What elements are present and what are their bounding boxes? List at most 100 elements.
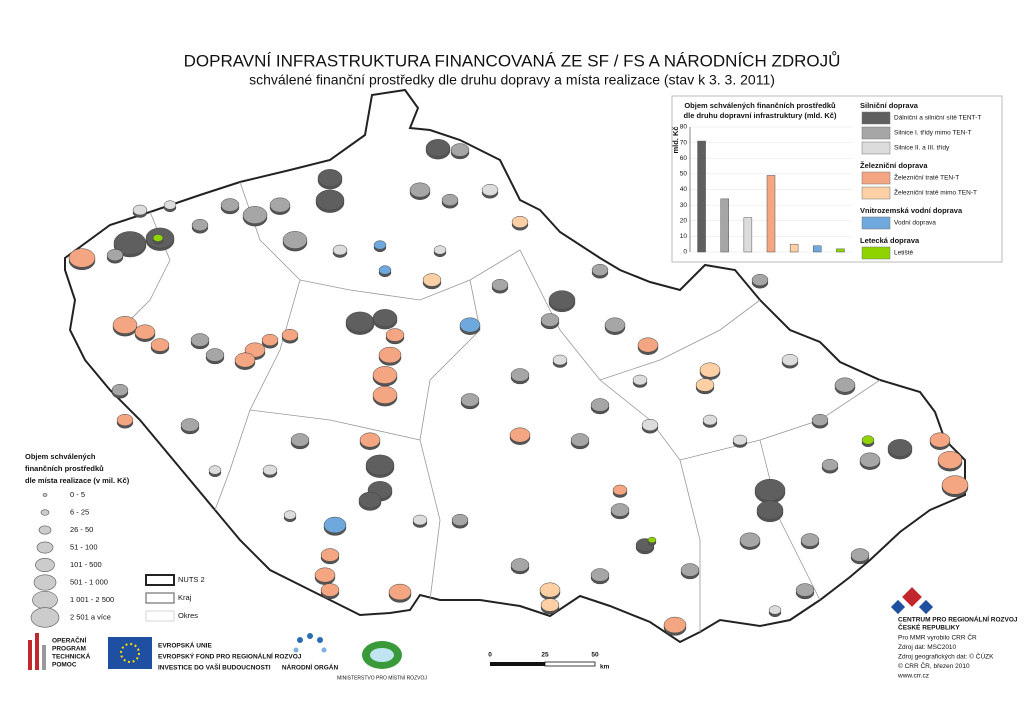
pie-symbol: [242, 206, 268, 224]
pie-symbol: [281, 328, 299, 342]
y-tick-label: 40: [680, 186, 688, 193]
pie-symbol: [604, 317, 626, 333]
pie-symbol: [412, 514, 428, 526]
pie-symbol: [751, 273, 769, 287]
pie-symbol: [106, 248, 124, 262]
country-outline: [64, 88, 966, 644]
legend-swatch: [861, 171, 891, 185]
size-class: 51 - 100: [70, 542, 98, 551]
pie-symbol: [208, 465, 222, 475]
scale-label: 0: [488, 652, 492, 659]
legend-swatch: [861, 126, 891, 140]
pie-symbol: [205, 348, 225, 362]
pie-symbol: [699, 362, 721, 378]
y-axis-label: mld. Kč: [671, 126, 680, 153]
bar: [743, 217, 753, 253]
pie-symbol: [385, 328, 405, 342]
bar: [697, 140, 706, 253]
op-text: PROGRAM: [52, 646, 86, 653]
pie-symbol: [937, 451, 963, 469]
size-symbol: [42, 493, 48, 497]
scale-label: 50: [591, 652, 599, 659]
scale-label: 25: [541, 652, 549, 659]
pie-symbol: [378, 346, 402, 364]
pie-symbol: [811, 413, 829, 427]
pie-symbol: [552, 354, 568, 366]
size-symbol: [35, 558, 55, 572]
pie-symbol: [795, 583, 815, 597]
pie-symbol: [372, 386, 398, 404]
y-tick-label: 50: [680, 171, 688, 178]
credit-line: www.crr.cz: [897, 673, 929, 680]
legend-label: Železniční tratě TEN-T: [894, 173, 959, 182]
credit-org: CENTRUM PRO REGIONÁLNÍ ROZVOJ: [898, 615, 1018, 624]
pie-symbol: [637, 337, 659, 353]
pie-symbol: [388, 583, 412, 601]
pie-symbol: [134, 324, 156, 340]
pie-symbol: [451, 513, 469, 527]
pie-symbol: [262, 464, 278, 476]
bar: [836, 248, 845, 253]
pie-symbol: [422, 273, 442, 287]
pie-symbol: [372, 366, 398, 384]
pie-symbol: [861, 435, 875, 445]
pie-symbol: [481, 183, 499, 197]
pie-symbol: [610, 503, 630, 517]
pie-symbol: [834, 377, 856, 393]
pie-symbol: [941, 475, 969, 495]
inset-title: Objem schválených finančních prostředků: [684, 101, 836, 110]
pie-symbol: [425, 139, 451, 157]
pie-symbol: [152, 234, 164, 242]
crr-logo: [890, 587, 934, 615]
pie-symbol: [269, 197, 291, 213]
scale-bar: [490, 661, 596, 667]
legends: Objem schválených finančních prostředků dl…: [25, 452, 1018, 681]
pie-symbol: [290, 433, 310, 447]
boundary-label: Kraj: [178, 593, 192, 602]
pie-symbol: [680, 563, 700, 577]
pie-symbol: [756, 500, 784, 520]
nok-logo: [293, 633, 327, 653]
credit-org: ČESKÉ REPUBLIKY: [898, 623, 960, 632]
legend-swatch: [861, 141, 891, 155]
pie-symbol: [570, 433, 590, 447]
pie-symbol: [282, 231, 308, 249]
pie-symbol: [191, 218, 209, 232]
size-class: 26 - 50: [70, 525, 93, 534]
pie-symbol: [359, 432, 381, 448]
pie-symbol: [511, 215, 529, 229]
size-class: 6 - 25: [70, 507, 89, 516]
pie-symbol: [320, 583, 340, 597]
scale-unit: km: [600, 664, 610, 671]
credit-line: Pro MMR vyrobilo CRR ČR: [898, 633, 977, 642]
y-tick-label: 10: [680, 233, 688, 240]
pie-symbol: [358, 491, 382, 509]
pie-symbol: [739, 532, 761, 548]
pie-symbol: [732, 434, 748, 446]
pie-symbol: [132, 204, 148, 216]
op-text: POMOC: [52, 662, 77, 669]
pie-symbol: [345, 311, 375, 333]
size-class: 501 - 1 000: [70, 577, 108, 586]
pie-symbol: [887, 439, 913, 457]
pie-symbol: [491, 278, 509, 292]
size-symbol: [38, 525, 52, 535]
pie-symbol: [441, 193, 459, 207]
size-class: 1 001 - 2 500: [70, 595, 114, 604]
y-tick-label: 20: [680, 217, 688, 224]
pie-symbol: [754, 478, 786, 502]
pie-symbol: [539, 582, 561, 598]
y-tick-label: 80: [680, 124, 688, 131]
size-class: 2 501 a více: [70, 612, 111, 621]
pie-symbol: [68, 248, 96, 268]
pie-symbol: [859, 452, 881, 468]
pie-symbol: [116, 413, 134, 427]
eu-text: EVROPSKÝ FOND PRO REGIONÁLNÍ ROZVOJ: [158, 652, 302, 661]
pie-symbol: [180, 418, 200, 432]
pie-symbol: [378, 265, 392, 275]
pie-symbol: [320, 548, 340, 562]
pie-symbol: [317, 169, 343, 187]
pie-symbol: [450, 143, 470, 157]
size-symbol: [36, 541, 54, 554]
bar: [813, 245, 822, 253]
